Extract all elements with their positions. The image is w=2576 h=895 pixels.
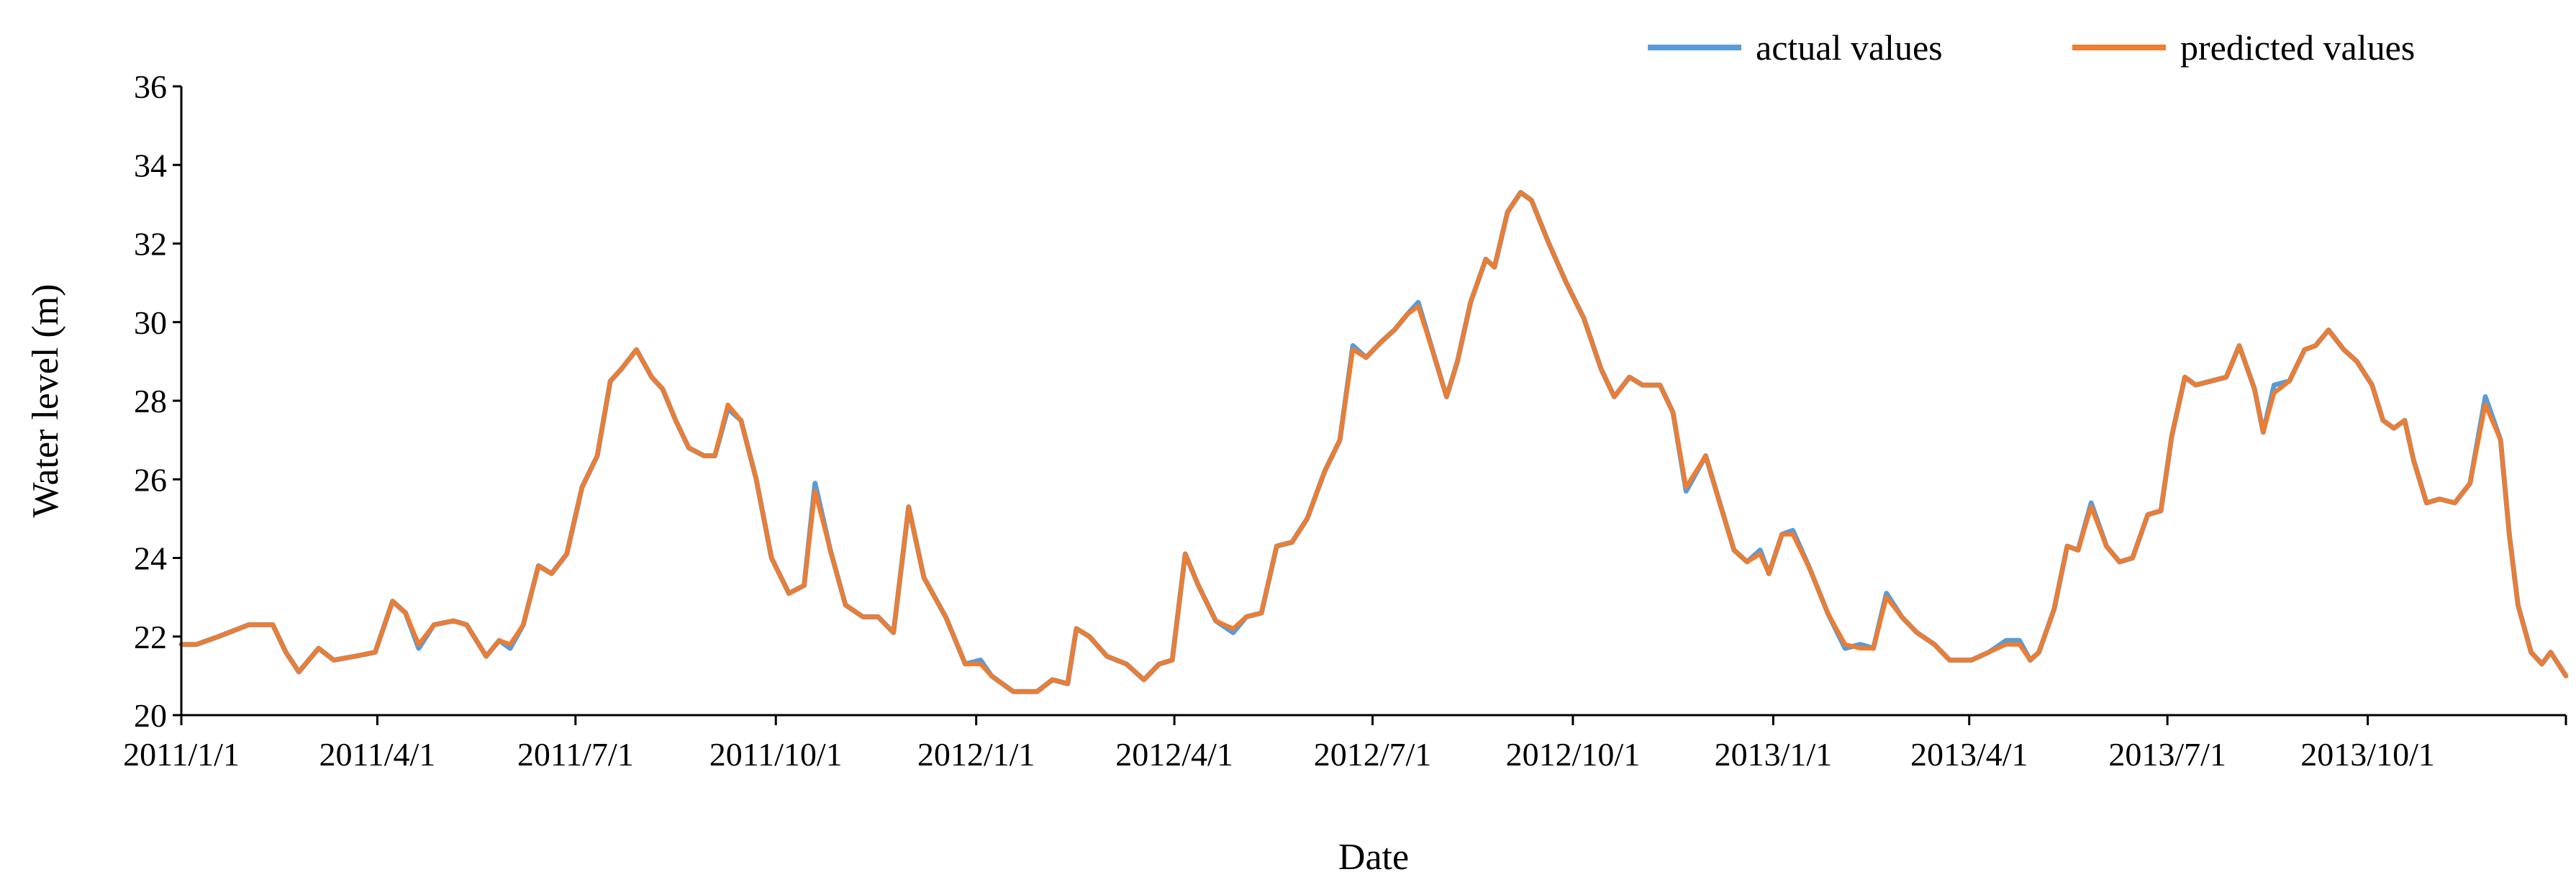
y-tick-label: 22 xyxy=(134,619,167,655)
y-axis-ticks: 20 22 24 26 28 30 32 34 36 xyxy=(134,68,181,734)
y-tick-label: 20 xyxy=(134,697,167,734)
x-tick-label: 2011/7/1 xyxy=(517,736,634,773)
x-tick-label: 2013/4/1 xyxy=(1910,736,2028,773)
y-tick-label: 36 xyxy=(134,68,167,105)
series-layer xyxy=(178,190,2569,694)
y-tick-label: 24 xyxy=(134,540,167,577)
x-tick-label: 2013/10/1 xyxy=(2300,736,2435,773)
x-axis-title: Date xyxy=(1338,837,1409,878)
y-tick-label: 28 xyxy=(134,383,167,419)
x-tick-label: 2012/4/1 xyxy=(1115,736,1233,773)
x-tick-label: 2013/1/1 xyxy=(1715,736,1833,773)
x-tick-label: 2011/4/1 xyxy=(319,736,435,773)
series-line-predicted-values xyxy=(179,190,2568,694)
y-tick-label: 34 xyxy=(134,147,167,183)
x-tick-label: 2012/7/1 xyxy=(1314,736,1432,773)
y-tick-label: 30 xyxy=(134,304,167,341)
x-tick-label: 2011/1/1 xyxy=(123,736,240,773)
y-axis-title: Water level (m) xyxy=(25,284,66,518)
x-tick-label: 2011/10/1 xyxy=(709,736,843,773)
legend-label-actual-values: actual values xyxy=(1756,27,1943,68)
legend: actual values predicted values xyxy=(1648,27,2415,68)
x-tick-label: 2013/7/1 xyxy=(2108,736,2226,773)
y-tick-label: 26 xyxy=(134,461,167,498)
legend-label-predicted-values: predicted values xyxy=(2180,27,2415,68)
x-axis-ticks: 2011/1/1 2011/4/1 2011/7/1 2011/10/1 2012/1/… xyxy=(123,715,2567,773)
x-tick-label: 2012/10/1 xyxy=(1506,736,1641,773)
series-line-actual-values xyxy=(178,190,2569,694)
x-tick-label: 2012/1/1 xyxy=(917,736,1035,773)
y-tick-label: 32 xyxy=(134,226,167,263)
